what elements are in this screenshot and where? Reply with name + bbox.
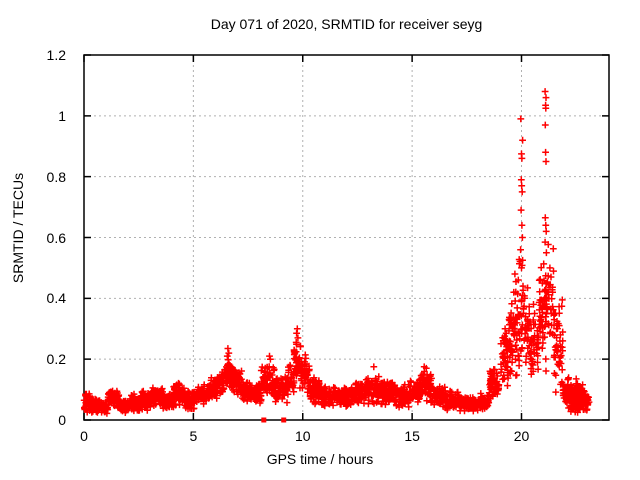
y-tick-label: 0.4 bbox=[46, 290, 66, 307]
y-tick-label: 0.2 bbox=[46, 351, 66, 368]
zero-data-point bbox=[261, 417, 267, 423]
x-tick-label: 5 bbox=[189, 428, 198, 444]
x-tick-label: 15 bbox=[404, 428, 420, 444]
x-axis-label: GPS time / hours bbox=[266, 451, 374, 467]
y-tick-label: 1 bbox=[58, 107, 66, 124]
y-tick-label: 0.8 bbox=[46, 168, 66, 185]
plot-border bbox=[83, 54, 610, 421]
data-points bbox=[80, 88, 593, 417]
y-tick-label: 0.6 bbox=[46, 229, 66, 246]
y-tick-label: 0 bbox=[58, 412, 66, 428]
chart-title: Day 071 of 2020, SRMTID for receiver sey… bbox=[210, 16, 483, 32]
y-tick-label: 1.2 bbox=[46, 47, 66, 63]
x-tick-label: 20 bbox=[513, 428, 530, 444]
x-tick-label: 0 bbox=[80, 428, 88, 444]
x-tick-label: 10 bbox=[294, 428, 311, 444]
zero-data-point bbox=[281, 417, 287, 423]
